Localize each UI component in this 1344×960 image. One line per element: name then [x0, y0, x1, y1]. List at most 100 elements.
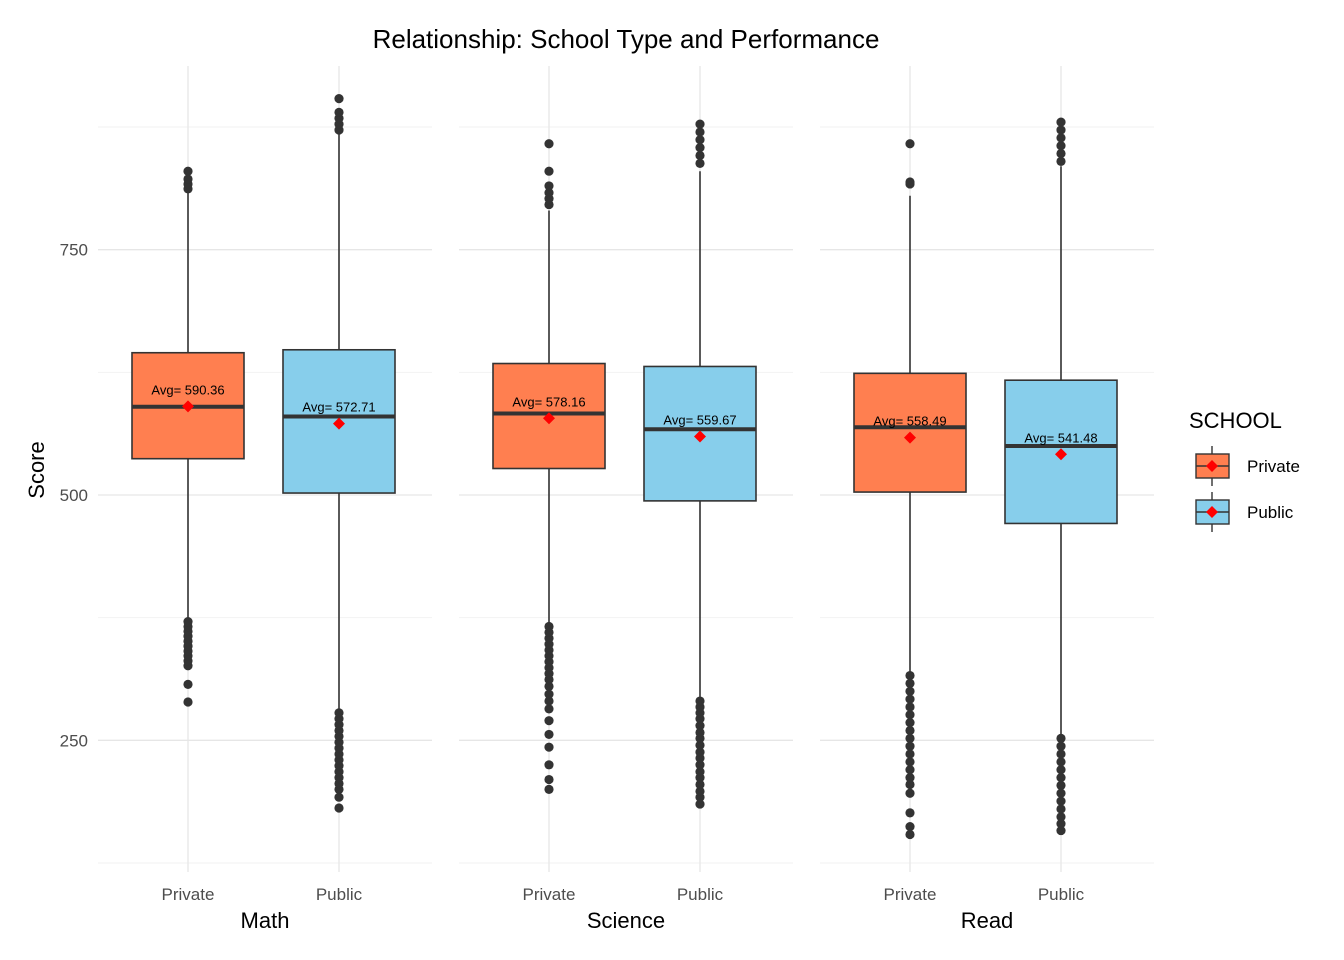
- outlier-point: [1056, 819, 1066, 829]
- outlier-point: [695, 799, 705, 809]
- outlier-point: [1056, 825, 1066, 836]
- outlier-point: [1056, 749, 1066, 759]
- outlier-point: [695, 727, 705, 738]
- mean-marker: [182, 400, 194, 413]
- outlier-point: [544, 696, 554, 706]
- legend-key-mean: [1206, 460, 1218, 472]
- outlier-point: [544, 681, 554, 691]
- legend: SCHOOL Private Public: [1189, 408, 1300, 532]
- outlier-point: [1056, 788, 1066, 798]
- y-tick-label: 750: [60, 241, 88, 260]
- outlier-point: [905, 772, 915, 783]
- outlier-point: [1056, 757, 1066, 767]
- outlier-point: [183, 697, 193, 707]
- x-axis-title: Math: [241, 908, 290, 933]
- outlier-point: [183, 166, 193, 176]
- outlier-point: [1056, 812, 1066, 822]
- box-private: Avg= 590.36: [131, 166, 245, 707]
- outlier-point: [905, 733, 915, 743]
- outlier-point: [1056, 772, 1066, 783]
- outlier-point: [1056, 141, 1066, 151]
- outlier-point: [695, 143, 705, 153]
- panel-science: Avg= 578.16 Private Avg= 559.67 Public Scien…: [492, 119, 757, 933]
- avg-label: Avg= 590.36: [151, 382, 224, 397]
- outlier-point: [905, 808, 915, 818]
- outlier-point: [544, 760, 554, 770]
- legend-title: SCHOOL: [1189, 408, 1282, 433]
- x-tick-label: Private: [523, 885, 576, 904]
- outlier-point: [544, 188, 554, 198]
- outlier-point: [183, 616, 193, 627]
- outlier-point: [695, 767, 705, 777]
- outlier-point: [1056, 125, 1066, 135]
- legend-label: Public: [1247, 503, 1294, 522]
- outlier-point: [544, 716, 554, 726]
- outlier-point: [695, 747, 705, 757]
- mean-marker: [333, 417, 345, 430]
- x-tick-label: Public: [316, 885, 363, 904]
- outlier-point: [1056, 796, 1066, 806]
- outlier-point: [1056, 741, 1066, 751]
- avg-label: Avg= 558.49: [873, 414, 946, 429]
- outlier-point: [695, 696, 705, 706]
- outlier-point: [1056, 733, 1066, 743]
- avg-label: Avg= 572.71: [302, 400, 375, 415]
- avg-label: Avg= 578.16: [512, 394, 585, 409]
- outlier-point: [544, 139, 554, 149]
- outlier-point: [905, 678, 915, 688]
- x-tick-label: Public: [677, 885, 724, 904]
- outlier-point: [905, 829, 915, 840]
- mean-marker: [543, 412, 555, 425]
- outlier-point: [695, 119, 705, 129]
- y-axis-ticks: 250 500 750: [60, 241, 88, 751]
- x-tick-label: Private: [162, 885, 215, 904]
- legend-label: Private: [1247, 457, 1300, 476]
- outlier-point: [695, 760, 705, 770]
- x-tick-label: Public: [1038, 885, 1085, 904]
- outlier-point: [905, 779, 915, 790]
- outlier-point: [905, 725, 915, 736]
- avg-label: Avg= 541.48: [1024, 430, 1097, 445]
- outlier-point: [905, 741, 915, 751]
- outlier-point: [905, 788, 915, 798]
- outlier-point: [905, 694, 915, 704]
- outlier-point: [334, 107, 344, 117]
- outlier-point: [1056, 780, 1066, 791]
- outlier-point: [905, 765, 915, 775]
- outlier-point: [544, 181, 554, 191]
- outlier-point: [695, 150, 705, 161]
- outlier-point: [1056, 156, 1066, 166]
- chart-title: Relationship: School Type and Performanc…: [373, 24, 880, 54]
- outlier-point: [905, 757, 915, 767]
- outlier-point: [544, 166, 554, 176]
- outlier-point: [544, 621, 554, 632]
- y-axis-title: Score: [24, 441, 49, 498]
- legend-item-private: Private: [1195, 446, 1300, 486]
- outlier-point: [905, 822, 915, 832]
- legend-item-public: Public: [1195, 492, 1294, 532]
- outlier-point: [905, 718, 915, 728]
- box-private: Avg= 558.49: [853, 139, 967, 840]
- outlier-point: [334, 803, 344, 813]
- box-public: Avg= 572.71: [282, 93, 396, 813]
- mean-marker: [694, 430, 706, 443]
- outlier-point: [695, 779, 705, 790]
- box-public: Avg= 541.48: [1004, 117, 1118, 836]
- panel-math: Avg= 590.36 Private Avg= 572.71 Public Math: [131, 93, 396, 933]
- outlier-point: [544, 689, 554, 699]
- outlier-point: [905, 670, 915, 681]
- outlier-point: [1056, 148, 1066, 159]
- outlier-point: [905, 749, 915, 759]
- avg-label: Avg= 559.67: [663, 412, 736, 427]
- outlier-point: [1056, 133, 1066, 143]
- outlier-point: [695, 135, 705, 145]
- legend-key-mean: [1206, 506, 1218, 518]
- mean-marker: [1055, 448, 1067, 461]
- outlier-point: [905, 177, 915, 187]
- outlier-point: [905, 686, 915, 696]
- outlier-point: [544, 742, 554, 752]
- box-rect: [282, 348, 396, 494]
- x-axis-title: Science: [587, 908, 665, 933]
- outlier-point: [183, 679, 193, 689]
